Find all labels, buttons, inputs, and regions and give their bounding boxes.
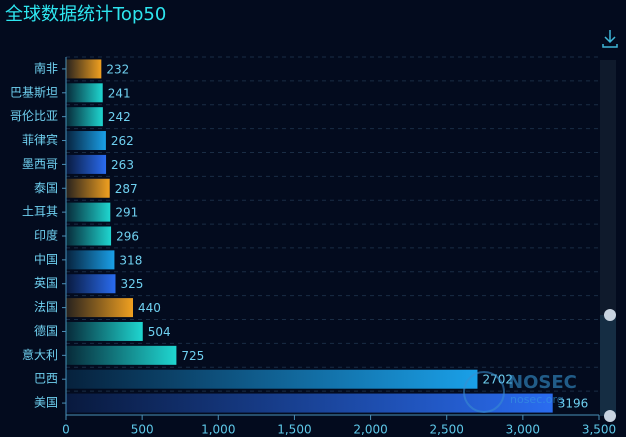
bar bbox=[66, 59, 102, 79]
data-zoom[interactable] bbox=[600, 60, 616, 422]
value-label: 262 bbox=[111, 134, 134, 148]
chart-title: 全球数据统计Top50 bbox=[5, 4, 166, 25]
y-tick-label: 巴西 bbox=[34, 372, 58, 386]
y-tick-label: 土耳其 bbox=[22, 205, 58, 219]
download-glyph[interactable] bbox=[602, 30, 618, 48]
x-tick-label: 2,000 bbox=[353, 423, 387, 437]
value-label: 440 bbox=[138, 301, 161, 315]
bar bbox=[66, 393, 553, 413]
x-tick-label: 2,500 bbox=[430, 423, 464, 437]
y-tick-label: 意大利 bbox=[22, 347, 58, 362]
zoom-handle[interactable] bbox=[604, 309, 616, 321]
y-tick-label: 菲律宾 bbox=[22, 132, 58, 147]
y-tick-label: 南非 bbox=[34, 60, 58, 75]
bar bbox=[66, 131, 106, 151]
value-label: 242 bbox=[108, 110, 131, 124]
x-tick-label: 1,000 bbox=[201, 423, 235, 437]
value-label: 2702 bbox=[482, 373, 513, 387]
bar bbox=[66, 154, 107, 174]
x-tick-label: 1,500 bbox=[277, 423, 311, 437]
zoom-handle[interactable] bbox=[604, 410, 616, 422]
bar bbox=[66, 345, 177, 365]
download-icon[interactable] bbox=[602, 30, 618, 48]
y-tick-label: 德国 bbox=[34, 323, 58, 338]
y-tick-label: 泰国 bbox=[34, 181, 58, 195]
value-label: 725 bbox=[181, 349, 204, 363]
x-tick-label: 500 bbox=[131, 423, 154, 437]
bar bbox=[66, 202, 111, 222]
watermark-url: nosec.org bbox=[510, 393, 564, 406]
bar bbox=[66, 369, 478, 389]
y-tick-label: 法国 bbox=[34, 300, 58, 314]
x-tick-label: 3,000 bbox=[506, 423, 540, 437]
x-tick-label: 3,500 bbox=[582, 423, 616, 437]
value-label: 241 bbox=[108, 86, 131, 100]
y-tick-label: 英国 bbox=[34, 276, 58, 290]
watermark-logo bbox=[463, 371, 505, 413]
value-label: 291 bbox=[115, 206, 138, 220]
bar bbox=[66, 298, 134, 318]
y-tick-label: 美国 bbox=[34, 396, 58, 410]
value-label: 504 bbox=[148, 325, 171, 339]
bar bbox=[66, 250, 115, 270]
value-label: 296 bbox=[116, 230, 139, 244]
bar bbox=[66, 83, 103, 103]
value-label: 287 bbox=[115, 182, 138, 196]
watermark-text: NOSEC bbox=[508, 372, 577, 393]
y-tick-label: 印度 bbox=[34, 228, 58, 243]
y-tick-label: 中国 bbox=[34, 251, 58, 266]
bar bbox=[66, 226, 112, 246]
value-label: 325 bbox=[120, 277, 143, 291]
value-label: 318 bbox=[119, 253, 142, 267]
x-tick-label: 0 bbox=[62, 423, 70, 437]
zoom-window[interactable] bbox=[600, 315, 616, 416]
value-label: 3196 bbox=[558, 397, 589, 411]
bar bbox=[66, 107, 103, 127]
watermark: NOSEC nosec.org bbox=[463, 371, 577, 413]
y-tick-label: 巴基斯坦 bbox=[10, 85, 58, 99]
value-label: 263 bbox=[111, 158, 134, 172]
value-label: 232 bbox=[106, 62, 129, 76]
bar bbox=[66, 274, 116, 294]
bar bbox=[66, 178, 110, 198]
y-tick-label: 墨西哥 bbox=[22, 157, 58, 171]
y-tick-label: 哥伦比亚 bbox=[10, 108, 58, 123]
bar bbox=[66, 321, 143, 341]
